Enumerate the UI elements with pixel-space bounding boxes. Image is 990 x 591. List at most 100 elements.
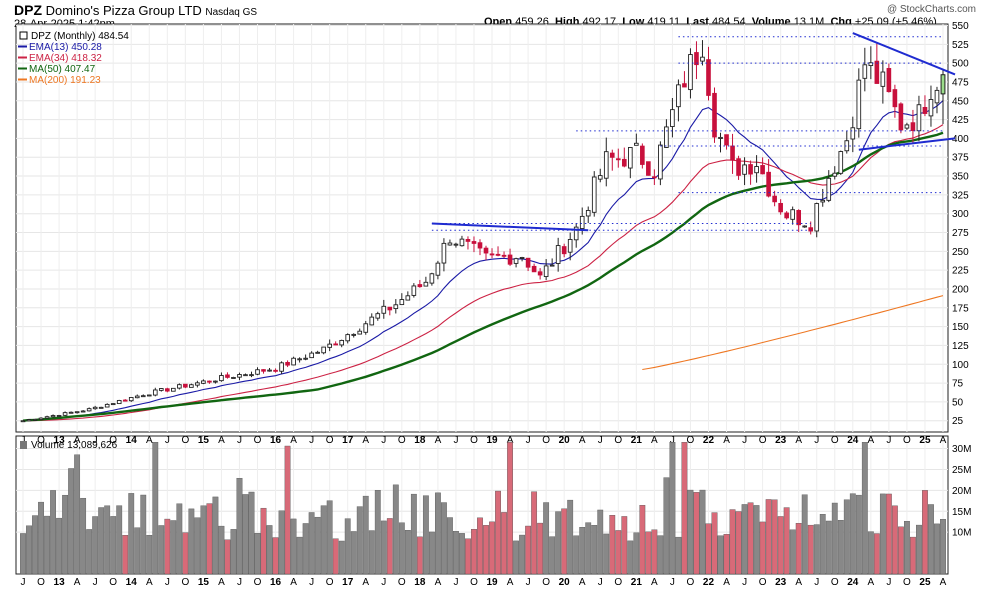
candle-body [249, 374, 254, 377]
volume-bar [717, 535, 724, 575]
x-tick-label: O [542, 577, 550, 588]
price-tick-label: 75 [952, 379, 964, 390]
x-tick-label: A [507, 435, 514, 446]
x-tick-label: J [526, 577, 531, 588]
volume-bar [56, 517, 62, 575]
volume-bar [825, 520, 832, 575]
candle-body [381, 305, 387, 314]
x-tick-label: 18 [414, 435, 426, 446]
candle-body [333, 343, 338, 346]
volume-bar [158, 525, 165, 575]
x-tick-label: A [940, 435, 947, 446]
candle-body [904, 124, 910, 129]
candle-body [880, 71, 886, 87]
candle-body [537, 271, 543, 276]
candle-body [345, 334, 351, 342]
legend-entry: EMA(13) 450.28 [18, 42, 102, 53]
volume-bar [284, 445, 291, 575]
candle-body [802, 225, 808, 228]
volume-bar [386, 518, 393, 575]
volume-bar [182, 532, 189, 575]
volume-bar [416, 536, 423, 575]
volume-bar [585, 522, 592, 575]
candle-body [760, 165, 765, 175]
x-tick-label: O [687, 577, 695, 588]
candle-body [826, 177, 832, 201]
x-tick-label: 19 [486, 435, 498, 446]
volume-bar [447, 517, 453, 575]
candle-body [507, 254, 513, 265]
x-tick-label: A [74, 435, 81, 446]
legend-label: MA(50) 407.47 [29, 64, 96, 75]
price-tick-label: 350 [952, 172, 969, 183]
x-tick-label: A [290, 435, 297, 446]
candle-body [74, 411, 80, 414]
volume-bar [579, 527, 586, 575]
price-tick-label: 150 [952, 322, 969, 333]
candle-body [519, 257, 525, 259]
candle-body [447, 242, 453, 246]
candle-body [916, 104, 922, 132]
candle-body [748, 164, 753, 175]
volume-bar [519, 534, 525, 575]
candle-body [315, 351, 320, 354]
price-tick-label: 25 [952, 416, 964, 427]
volume-bar [765, 499, 772, 575]
candle-body [772, 195, 777, 203]
volume-bar [212, 496, 219, 575]
legend-entry: MA(200) 191.23 [18, 75, 101, 86]
volume-bar [68, 468, 75, 575]
x-tick-label: 18 [414, 577, 426, 588]
title-line: DPZ Domino's Pizza Group LTD Nasdaq GS [14, 2, 257, 18]
volume-bar [555, 511, 562, 575]
price-tick-label: 375 [952, 153, 969, 164]
volume-bar [597, 509, 604, 575]
x-tick-label: J [165, 435, 170, 446]
volume-bar [86, 529, 93, 575]
x-tick-label: 25 [919, 435, 931, 446]
volume-bar [777, 516, 784, 575]
volume-bar [657, 535, 664, 575]
volume-bar [795, 523, 802, 575]
candle-body [441, 242, 447, 264]
volume-bar [543, 502, 550, 575]
legend-label: DPZ (Monthly) 484.54 [31, 31, 129, 42]
candle-body [68, 411, 74, 414]
candle-body [868, 62, 874, 67]
x-tick-label: J [309, 435, 314, 446]
price-tick-label: 275 [952, 228, 969, 239]
volume-bar [639, 505, 646, 575]
indicator-ma50 [22, 131, 944, 422]
volume-bar [621, 516, 628, 575]
volume-bar [314, 516, 321, 575]
candle-body [736, 158, 741, 176]
candle-body [567, 239, 573, 253]
volume-tick-label: 25M [952, 465, 971, 476]
volume-bar [50, 490, 56, 575]
volume-bar [681, 442, 688, 575]
volume-bar [338, 540, 345, 575]
volume-legend-label: Volume 13,089,626 [31, 440, 118, 451]
candle-body [158, 388, 164, 391]
candle-body [670, 109, 675, 127]
price-tick-label: 175 [952, 303, 969, 314]
x-tick-label: O [470, 577, 478, 588]
x-tick-label: J [381, 577, 386, 588]
price-tick-label: 125 [952, 341, 969, 352]
candle-body [483, 247, 489, 254]
volume-bar [428, 531, 435, 575]
x-tick-label: 20 [559, 577, 571, 588]
volume-tick-label: 20M [952, 486, 971, 497]
price-tick-label: 250 [952, 247, 969, 258]
candle-body [579, 215, 585, 229]
candle-body [886, 68, 892, 93]
volume-bar [20, 533, 26, 575]
candle-body [20, 420, 26, 423]
candle-body [718, 136, 723, 139]
x-tick-label: J [381, 435, 386, 446]
volume-bar [26, 525, 32, 575]
volume-bar [80, 497, 87, 575]
x-tick-label: 21 [631, 577, 643, 588]
x-tick-label: J [598, 577, 603, 588]
